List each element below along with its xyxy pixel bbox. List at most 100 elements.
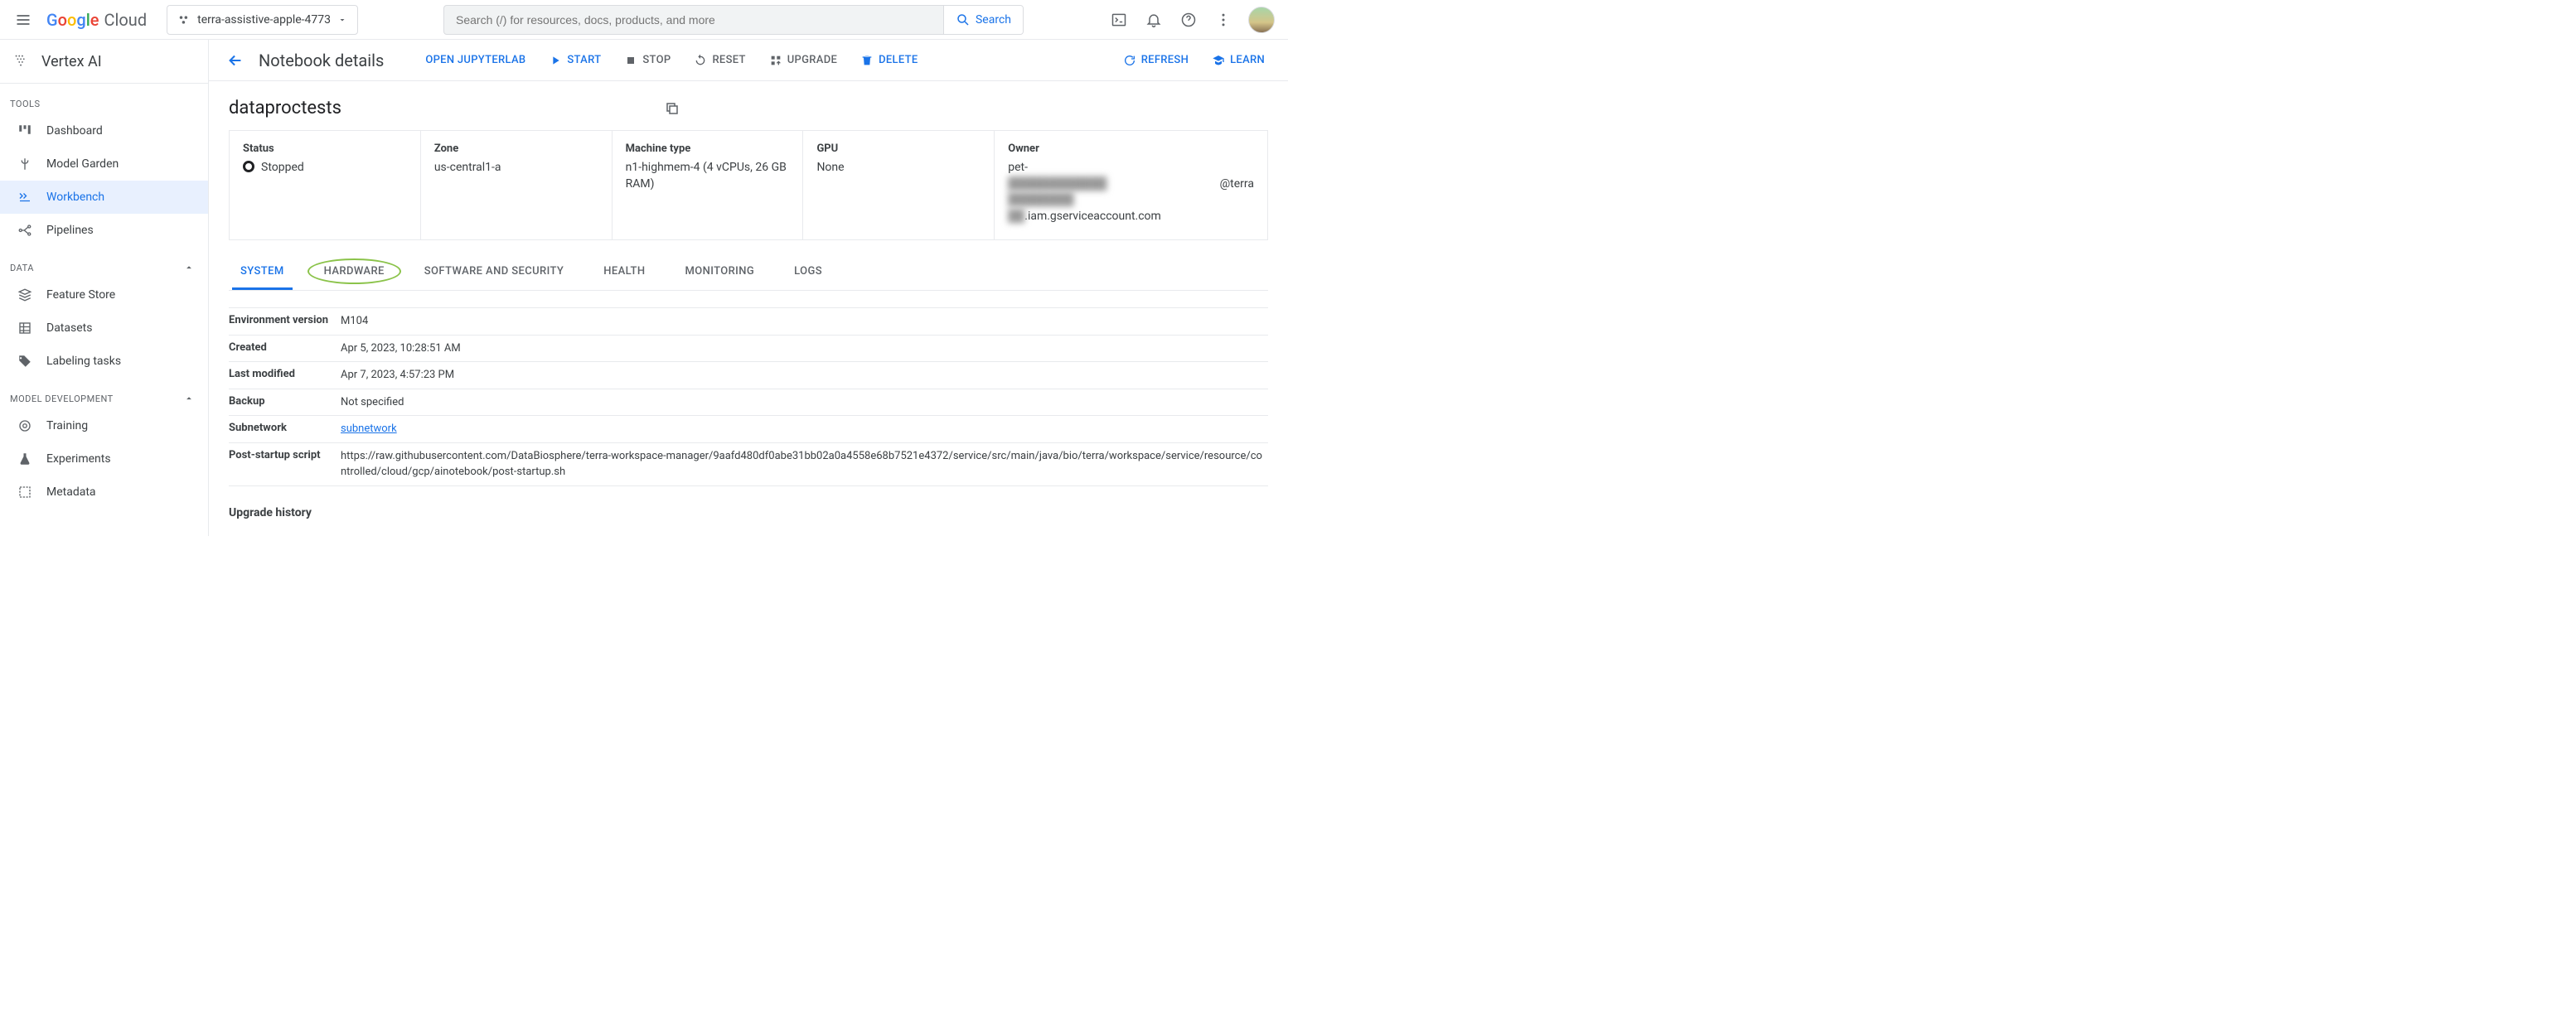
- sidebar-item-workbench[interactable]: Workbench: [0, 181, 208, 214]
- info-label: GPU: [816, 142, 981, 155]
- labeling-icon: [17, 353, 33, 369]
- vertex-ai-icon: [12, 51, 31, 71]
- start-button[interactable]: START: [542, 49, 608, 72]
- info-card: Status Stopped Zone us-central1-a Machin…: [229, 130, 1268, 240]
- more-icon[interactable]: [1213, 10, 1233, 30]
- model-garden-icon: [17, 156, 33, 172]
- detail-table: Environment version M104 Created Apr 5, …: [229, 307, 1268, 486]
- detail-key: Subnetwork: [229, 421, 341, 437]
- search-button[interactable]: Search: [943, 6, 1023, 34]
- info-cell-zone: Zone us-central1-a: [421, 131, 613, 239]
- section-tools-label: TOOLS: [0, 84, 208, 114]
- pipelines-icon: [17, 222, 33, 239]
- reset-button[interactable]: RESET: [687, 49, 752, 72]
- cloud-shell-icon[interactable]: [1109, 10, 1129, 30]
- detail-key: Created: [229, 340, 341, 357]
- page-title: Notebook details: [259, 51, 384, 70]
- info-label: Owner: [1008, 142, 1254, 155]
- google-cloud-logo[interactable]: Google Cloud: [46, 10, 147, 30]
- detail-value: Apr 5, 2023, 10:28:51 AM: [341, 340, 1268, 357]
- search-box: Search: [443, 5, 1024, 35]
- sidebar-item-datasets[interactable]: Datasets: [0, 311, 208, 345]
- product-header[interactable]: Vertex AI: [0, 40, 208, 84]
- detail-key: Backup: [229, 394, 341, 411]
- open-jupyterlab-button[interactable]: OPEN JUPYTERLAB: [419, 49, 532, 71]
- sidebar-item-pipelines[interactable]: Pipelines: [0, 214, 208, 247]
- detail-row: Subnetwork subnetwork: [229, 416, 1268, 443]
- tab-software-security[interactable]: SOFTWARE AND SECURITY: [416, 255, 573, 290]
- tab-system[interactable]: SYSTEM: [232, 255, 293, 290]
- tab-monitoring[interactable]: MONITORING: [676, 255, 763, 290]
- notebook-name-row: dataproctests: [229, 98, 1268, 118]
- upgrade-icon: [769, 54, 782, 67]
- feature-store-icon: [17, 287, 33, 303]
- sidebar-item-dashboard[interactable]: Dashboard: [0, 114, 208, 147]
- subnetwork-link[interactable]: subnetwork: [341, 423, 397, 435]
- chevron-down-icon: [337, 15, 347, 25]
- topbar: Google Cloud terra-assistive-apple-4773 …: [0, 0, 1288, 40]
- sidebar-item-label: Model Garden: [46, 157, 119, 171]
- chevron-up-icon: [183, 262, 195, 273]
- sidebar-item-model-garden[interactable]: Model Garden: [0, 147, 208, 181]
- content: dataproctests Status Stopped Zone us-cen…: [209, 81, 1288, 536]
- tab-hardware[interactable]: HARDWARE: [316, 255, 393, 290]
- sidebar-item-label: Datasets: [46, 321, 92, 335]
- dashboard-icon: [17, 123, 33, 139]
- learn-button[interactable]: LEARN: [1205, 49, 1271, 72]
- menu-icon[interactable]: [13, 10, 33, 30]
- product-name: Vertex AI: [41, 53, 102, 70]
- help-icon[interactable]: [1179, 10, 1198, 30]
- sidebar-item-metadata[interactable]: Metadata: [0, 476, 208, 509]
- upgrade-history-heading: Upgrade history: [229, 506, 1268, 519]
- trash-icon: [860, 54, 874, 67]
- notebook-name: dataproctests: [229, 98, 341, 118]
- detail-value: Not specified: [341, 394, 1268, 411]
- tabs: SYSTEM HARDWARE SOFTWARE AND SECURITY HE…: [229, 255, 1268, 291]
- info-label: Machine type: [626, 142, 790, 155]
- sidebar-item-label: Labeling tasks: [46, 355, 121, 368]
- refresh-button[interactable]: REFRESH: [1116, 49, 1195, 72]
- detail-value: https://raw.githubusercontent.com/DataBi…: [341, 448, 1268, 481]
- action-bar: Notebook details OPEN JUPYTERLAB START S…: [209, 40, 1288, 81]
- training-icon: [17, 418, 33, 434]
- avatar[interactable]: [1248, 7, 1275, 33]
- stop-button[interactable]: STOP: [617, 49, 677, 72]
- info-cell-status: Status Stopped: [230, 131, 421, 239]
- search-icon: [956, 12, 971, 27]
- detail-row: Created Apr 5, 2023, 10:28:51 AM: [229, 336, 1268, 363]
- back-arrow-icon[interactable]: [225, 51, 245, 70]
- logo-cloud-text: Cloud: [104, 10, 148, 30]
- search-wrapper: Search: [365, 5, 1102, 35]
- sidebar-item-label: Workbench: [46, 191, 104, 204]
- info-label: Status: [243, 142, 407, 155]
- tab-health[interactable]: HEALTH: [595, 255, 653, 290]
- sidebar-item-training[interactable]: Training: [0, 409, 208, 442]
- sidebar-item-experiments[interactable]: Experiments: [0, 442, 208, 476]
- tab-logs[interactable]: LOGS: [786, 255, 830, 290]
- project-picker[interactable]: terra-assistive-apple-4773: [167, 5, 358, 35]
- chevron-up-icon: [183, 393, 195, 404]
- section-data-label[interactable]: DATA: [0, 247, 208, 278]
- copy-icon[interactable]: [665, 101, 680, 116]
- info-value: None: [816, 160, 981, 176]
- search-input[interactable]: [444, 6, 943, 34]
- detail-row: Environment version M104: [229, 307, 1268, 336]
- sidebar-item-feature-store[interactable]: Feature Store: [0, 278, 208, 311]
- sidebar-item-label: Feature Store: [46, 288, 115, 302]
- status-stopped-icon: [243, 161, 254, 172]
- play-icon: [549, 54, 562, 67]
- sidebar-item-label: Dashboard: [46, 124, 103, 138]
- delete-button[interactable]: DELETE: [854, 49, 924, 72]
- detail-key: Post-startup script: [229, 448, 341, 481]
- stop-icon: [624, 54, 637, 67]
- metadata-icon: [17, 484, 33, 500]
- sidebar-item-labeling[interactable]: Labeling tasks: [0, 345, 208, 378]
- notifications-icon[interactable]: [1144, 10, 1164, 30]
- upgrade-button[interactable]: UPGRADE: [763, 49, 844, 72]
- reset-icon: [694, 54, 707, 67]
- sidebar-item-label: Pipelines: [46, 224, 94, 237]
- main: Notebook details OPEN JUPYTERLAB START S…: [209, 40, 1288, 536]
- refresh-icon: [1123, 54, 1136, 67]
- detail-key: Environment version: [229, 313, 341, 330]
- section-modeldev-label[interactable]: MODEL DEVELOPMENT: [0, 378, 208, 409]
